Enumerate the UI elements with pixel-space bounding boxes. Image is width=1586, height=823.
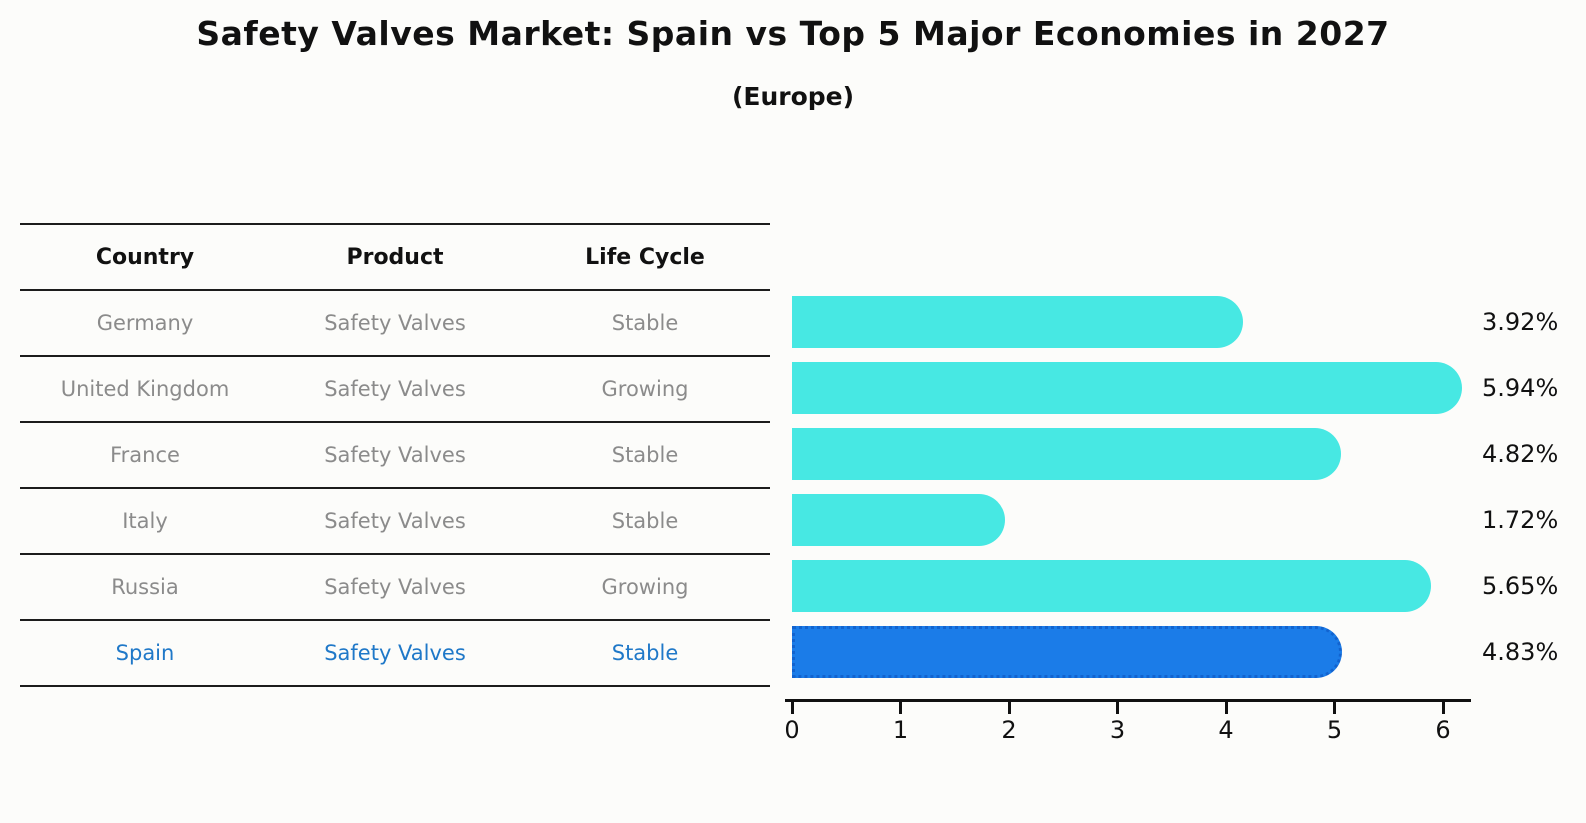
bar-germany (792, 296, 1244, 348)
cell-life-cycle: Stable (611, 311, 679, 335)
x-axis-tick-label: 3 (1109, 716, 1126, 744)
header-product: Product (346, 244, 444, 270)
value-label: 5.65% (1482, 572, 1559, 600)
chart-subtitle: (Europe) (731, 82, 855, 111)
x-axis-tick-label: 6 (1435, 716, 1451, 744)
x-axis-tick-mark (1007, 702, 1011, 714)
x-axis-tick-label: 5 (1326, 716, 1343, 744)
cell-product: Safety Valves (324, 443, 466, 467)
table-row: Germany Safety Valves Stable (20, 289, 770, 355)
header-country: Country (95, 244, 195, 270)
cell-product: Safety Valves (324, 509, 466, 533)
table-row: Italy Safety Valves Stable (20, 487, 770, 553)
cell-country: United Kingdom (60, 377, 230, 401)
x-axis-tick-label: 4 (1218, 716, 1234, 744)
bar-spain-highlight (792, 626, 1343, 678)
x-axis-line (785, 699, 1471, 702)
value-label: 4.83% (1482, 638, 1559, 666)
x-axis-tick-mark (1333, 702, 1336, 714)
table-body: Germany Safety Valves Stable United Kingdom… (20, 289, 770, 685)
cell-country: Italy (122, 509, 168, 533)
x-axis-tick-mark (1224, 702, 1228, 714)
x-axis-tick-mark (1116, 702, 1119, 714)
header-life-cycle: Life Cycle (585, 244, 705, 270)
cell-country: France (110, 443, 180, 467)
table-row: Russia Safety Valves Growing (20, 553, 770, 619)
table-row: United Kingdom Safety Valves Growing (20, 355, 770, 421)
bar-italy (792, 494, 1005, 546)
cell-life-cycle: Stable (611, 443, 679, 467)
cell-product: Safety Valves (324, 641, 466, 665)
value-label: 5.94% (1482, 374, 1559, 402)
cell-product: Safety Valves (324, 377, 466, 401)
chart-title: Safety Valves Market: Spain vs Top 5 Maj… (196, 14, 1390, 53)
cell-country: Russia (111, 575, 179, 599)
x-axis-tick-label: 0 (784, 716, 800, 744)
bar-russia (792, 560, 1432, 612)
value-label: 1.72% (1482, 506, 1559, 534)
country-table: Country Product Life Cycle Germany Safety… (20, 223, 770, 687)
value-label: 4.82% (1482, 440, 1559, 468)
cell-country: Germany (96, 311, 194, 335)
bar-france (792, 428, 1341, 480)
bar-united-kingdom (792, 362, 1463, 414)
value-label: 3.92% (1482, 308, 1559, 336)
table-row-highlight: Spain Safety Valves Stable (20, 619, 770, 685)
table-header-row: Country Product Life Cycle (20, 223, 770, 289)
cell-product: Safety Valves (324, 575, 466, 599)
cell-product: Safety Valves (324, 311, 466, 335)
cell-life-cycle: Growing (601, 377, 689, 401)
cell-life-cycle: Growing (601, 575, 689, 599)
cell-life-cycle: Stable (611, 509, 679, 533)
table-row: France Safety Valves Stable (20, 421, 770, 487)
x-axis-tick-mark (899, 702, 902, 714)
x-axis-tick-label: 2 (1001, 716, 1017, 744)
x-axis-tick-mark (790, 702, 794, 714)
x-axis-tick-mark (1441, 702, 1445, 714)
x-axis-tick-label: 1 (892, 716, 909, 744)
cell-life-cycle: Stable (611, 641, 679, 665)
cell-country: Spain (115, 641, 175, 665)
